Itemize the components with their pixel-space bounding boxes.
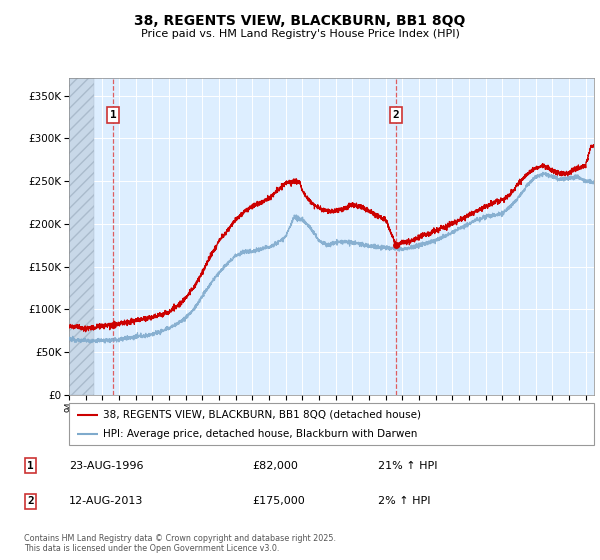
Text: 38, REGENTS VIEW, BLACKBURN, BB1 8QQ: 38, REGENTS VIEW, BLACKBURN, BB1 8QQ: [134, 14, 466, 28]
Text: 12-AUG-2013: 12-AUG-2013: [69, 496, 143, 506]
Text: £82,000: £82,000: [252, 461, 298, 471]
Text: Price paid vs. HM Land Registry's House Price Index (HPI): Price paid vs. HM Land Registry's House …: [140, 29, 460, 39]
Text: 23-AUG-1996: 23-AUG-1996: [69, 461, 143, 471]
Text: Contains HM Land Registry data © Crown copyright and database right 2025.
This d: Contains HM Land Registry data © Crown c…: [24, 534, 336, 553]
Text: 21% ↑ HPI: 21% ↑ HPI: [378, 461, 437, 471]
Text: 38, REGENTS VIEW, BLACKBURN, BB1 8QQ (detached house): 38, REGENTS VIEW, BLACKBURN, BB1 8QQ (de…: [103, 409, 421, 419]
FancyBboxPatch shape: [69, 403, 594, 445]
Text: 2% ↑ HPI: 2% ↑ HPI: [378, 496, 431, 506]
Text: HPI: Average price, detached house, Blackburn with Darwen: HPI: Average price, detached house, Blac…: [103, 429, 418, 439]
Text: £175,000: £175,000: [252, 496, 305, 506]
Text: 2: 2: [27, 496, 34, 506]
Text: 1: 1: [27, 461, 34, 471]
Text: 2: 2: [392, 110, 400, 120]
Bar: [69, 78, 94, 395]
Text: 1: 1: [110, 110, 116, 120]
